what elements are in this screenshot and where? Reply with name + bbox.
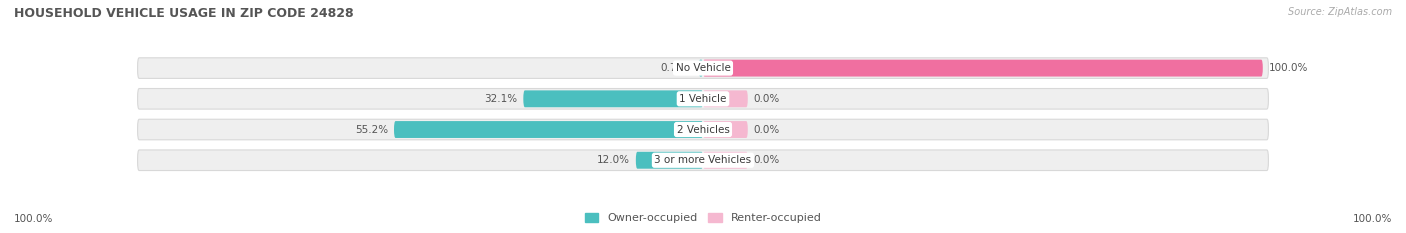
FancyBboxPatch shape	[523, 90, 703, 107]
Text: 3 or more Vehicles: 3 or more Vehicles	[654, 155, 752, 165]
Legend: Owner-occupied, Renter-occupied: Owner-occupied, Renter-occupied	[581, 208, 825, 228]
FancyBboxPatch shape	[703, 152, 748, 169]
FancyBboxPatch shape	[138, 119, 1268, 140]
Text: No Vehicle: No Vehicle	[675, 63, 731, 73]
Text: 100.0%: 100.0%	[1353, 214, 1392, 224]
FancyBboxPatch shape	[636, 152, 703, 169]
FancyBboxPatch shape	[703, 90, 748, 107]
FancyBboxPatch shape	[138, 58, 1268, 78]
Text: 100.0%: 100.0%	[1268, 63, 1308, 73]
Text: Source: ZipAtlas.com: Source: ZipAtlas.com	[1288, 7, 1392, 17]
Text: 1 Vehicle: 1 Vehicle	[679, 94, 727, 104]
Text: 12.0%: 12.0%	[598, 155, 630, 165]
Text: 2 Vehicles: 2 Vehicles	[676, 124, 730, 134]
FancyBboxPatch shape	[699, 60, 703, 77]
Text: 0.0%: 0.0%	[754, 124, 780, 134]
Text: 0.0%: 0.0%	[754, 94, 780, 104]
FancyBboxPatch shape	[703, 60, 1263, 77]
Text: HOUSEHOLD VEHICLE USAGE IN ZIP CODE 24828: HOUSEHOLD VEHICLE USAGE IN ZIP CODE 2482…	[14, 7, 354, 20]
FancyBboxPatch shape	[138, 89, 1268, 109]
FancyBboxPatch shape	[138, 150, 1268, 171]
Text: 0.0%: 0.0%	[754, 155, 780, 165]
Text: 100.0%: 100.0%	[14, 214, 53, 224]
Text: 55.2%: 55.2%	[356, 124, 388, 134]
Text: 32.1%: 32.1%	[485, 94, 517, 104]
FancyBboxPatch shape	[394, 121, 703, 138]
Text: 0.77%: 0.77%	[659, 63, 693, 73]
FancyBboxPatch shape	[703, 121, 748, 138]
